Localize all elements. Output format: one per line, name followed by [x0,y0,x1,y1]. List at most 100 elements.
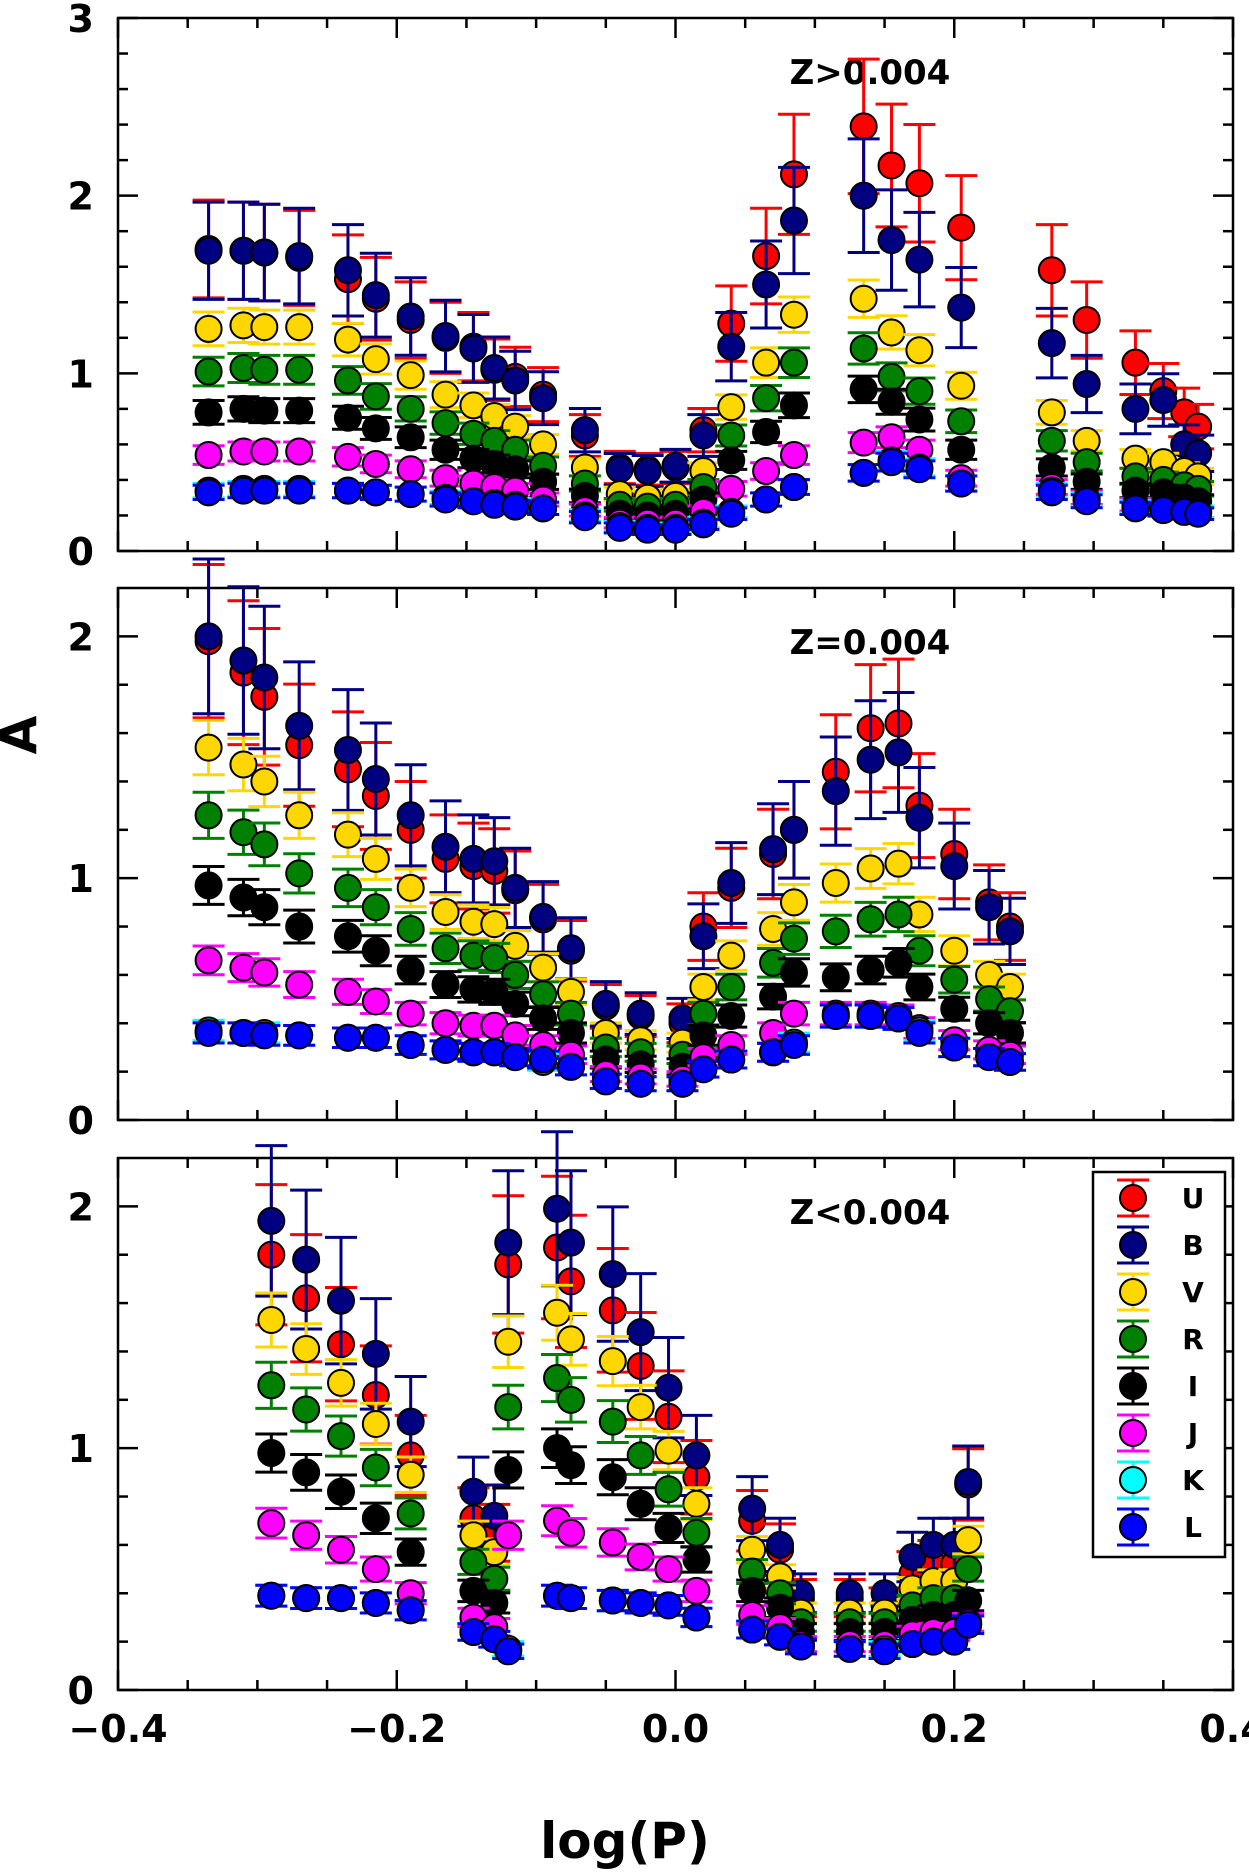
data-point-B [229,646,258,675]
legend-item-I: I [1117,1366,1198,1406]
data-point-I [654,1513,683,1542]
data-point-R [396,1499,425,1528]
legend-label: R [1182,1323,1204,1356]
data-point-R [229,818,258,847]
data-point-L [431,1035,460,1064]
data-point-L [626,1588,655,1617]
data-point-B [633,457,662,486]
y-tick-label: 1 [68,1427,94,1471]
data-point-V [285,313,314,342]
data-point-B [459,334,488,363]
data-point-L [570,503,599,532]
data-point-I [905,973,934,1001]
data-point-L [556,1052,585,1081]
data-point-V [459,1521,488,1550]
data-point-B [285,242,314,271]
data-point-B [626,1318,655,1347]
series-V [192,718,1026,1057]
legend-item-R: R [1117,1319,1204,1359]
data-point-V [556,1325,585,1354]
data-point-B [605,455,634,484]
data-point-B [940,852,969,881]
data-point-B [779,206,808,235]
data-point-J [779,999,808,1028]
data-point-B [556,1228,585,1257]
data-point-L [333,1023,362,1052]
data-point-L [556,1584,585,1613]
data-point-B [626,999,655,1028]
data-point-I [361,414,390,443]
data-point-V [257,1306,286,1335]
data-point-B [396,801,425,830]
data-point-V [682,1489,711,1518]
data-point-J [333,442,362,471]
data-point-I [250,893,279,922]
data-point-U [1072,306,1101,335]
data-point-L [654,1591,683,1620]
data-point-B [494,1228,523,1257]
legend-marker [1119,1325,1147,1353]
data-point-L [361,1588,390,1617]
data-point-L [940,1033,969,1062]
data-point-R [292,1395,321,1424]
legend-item-K: K [1117,1460,1205,1500]
series-L [255,1581,985,1666]
data-point-I [194,871,223,900]
data-point-L [257,1581,286,1610]
data-point-J [556,1518,585,1547]
data-point-B [361,281,390,310]
data-point-L [779,1031,808,1060]
data-point-B [766,1530,795,1559]
data-point-R [905,936,934,965]
data-point-V [529,953,558,982]
data-point-B [257,1206,286,1235]
data-point-V [1037,398,1066,427]
data-point-R [947,407,976,436]
data-point-I [194,398,223,427]
legend-marker [1119,1419,1147,1447]
data-point-L [884,1004,913,1033]
data-point-I [779,391,808,420]
data-point-R [333,873,362,902]
panel-2: 0 1 2 Z=0.004 [68,557,1235,1143]
y-axis-label: A [0,715,48,754]
data-point-V [333,820,362,849]
data-point-I [779,958,808,987]
y-tick-label: 1 [68,352,94,396]
panel-3: 0 1 2 Z<0.004 −0.4 −0.2 0.0 0.2 0.4 [68,1130,1249,1751]
legend-frame [1091,1170,1227,1559]
legend-marker [1119,1513,1147,1541]
data-point-V [689,973,718,1001]
data-point-B [1121,394,1150,423]
data-point-L [285,476,314,505]
data-point-I [361,1504,390,1533]
data-point-R [654,1475,683,1504]
legend-marker [1119,1466,1147,1494]
data-point-V [947,371,976,400]
data-point-L [954,1610,983,1639]
data-point-R [285,859,314,888]
data-point-L [996,1047,1024,1076]
data-point-I [285,912,314,941]
data-point-J [598,1528,627,1557]
data-point-R [717,421,746,450]
legend-label: I [1188,1370,1198,1403]
data-point-B [194,236,223,265]
data-point-B [821,777,850,806]
data-point-B [250,663,279,692]
data-point-L [396,1031,425,1060]
data-point-L [821,1002,850,1031]
data-point-J [250,437,279,466]
data-point-L [292,1584,321,1613]
data-point-R [752,384,781,413]
data-point-I [752,417,781,446]
x-axis-label: log(P) [540,1812,710,1870]
data-point-R [1037,426,1066,455]
data-point-V [501,931,530,960]
data-point-I [494,1455,523,1484]
data-point-B [285,711,314,740]
data-point-I [361,936,390,965]
data-point-I [856,956,885,985]
x-tick-label: −0.4 [68,1707,167,1751]
data-point-L [431,485,460,514]
